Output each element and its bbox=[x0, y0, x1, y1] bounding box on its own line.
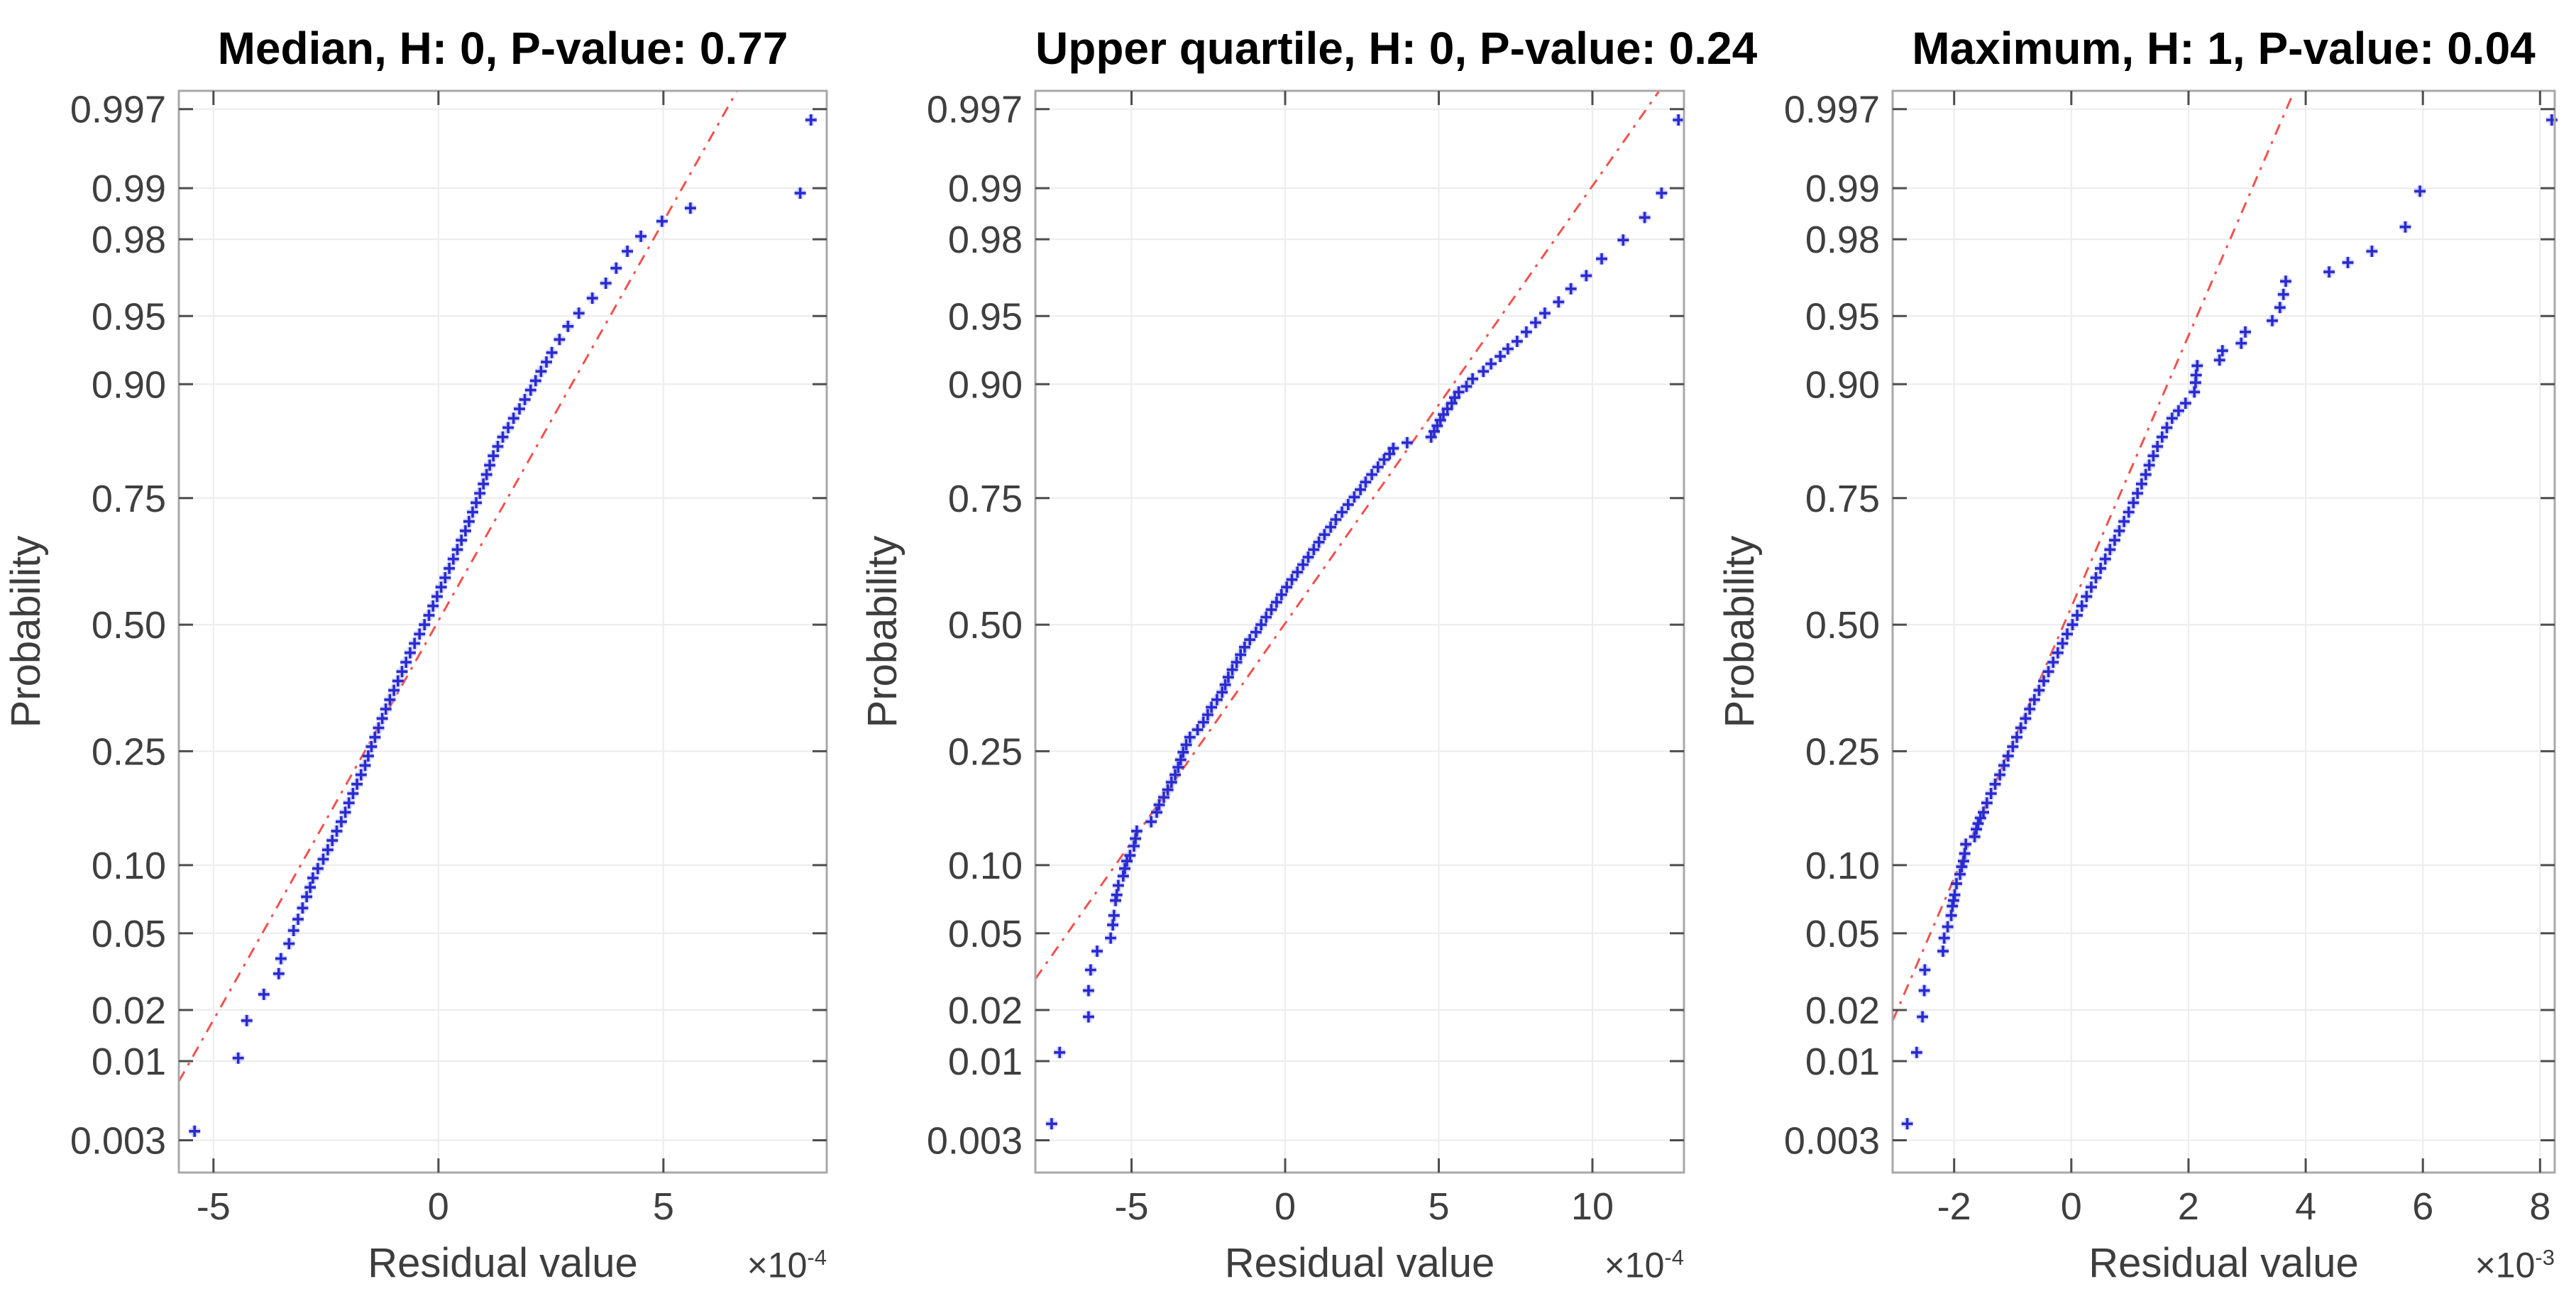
y-tick-label: 0.90 bbox=[1805, 363, 1880, 406]
subplot3: 0.003 0.01 0.02 0.05 0.10 0.25 0.50 0.75 0.90 0.9… bbox=[1784, 89, 2558, 1228]
y-tick-label: 0.10 bbox=[92, 845, 166, 887]
axes-box bbox=[177, 89, 828, 1174]
subplot2-x-offset-base: ×10 bbox=[1604, 1245, 1665, 1285]
y-tick-label: 0.95 bbox=[92, 295, 166, 338]
y-tick-label: 0.01 bbox=[1805, 1041, 1880, 1083]
y-tick-label: 0.997 bbox=[1784, 89, 1880, 131]
y-tick-label: 0.98 bbox=[1805, 219, 1880, 261]
x-tick-label: 0 bbox=[1275, 1185, 1296, 1228]
subplot2-ylabel: Probability bbox=[859, 535, 906, 728]
normal-reference-line bbox=[1891, 90, 2296, 1021]
subplot2-x-offset-exp: -4 bbox=[1664, 1245, 1684, 1270]
subplot2: 0.003 0.01 0.02 0.05 0.10 0.25 0.50 0.75 0.90 0.9… bbox=[927, 89, 1685, 1228]
axes-box bbox=[1891, 89, 2556, 1174]
subplot1-x-offset-exp: -4 bbox=[807, 1245, 827, 1270]
y-tick-label: 0.05 bbox=[1805, 913, 1880, 955]
y-tick-label: 0.003 bbox=[70, 1119, 166, 1162]
y-tick-label: 0.10 bbox=[1805, 845, 1880, 887]
subplot1: 0.003 0.01 0.02 0.05 0.10 0.25 0.50 0.75 0.90 0.9… bbox=[70, 89, 828, 1228]
y-tick-label: 0.10 bbox=[948, 845, 1023, 887]
x-tick-label: 2 bbox=[2178, 1185, 2199, 1228]
y-tick-label: 0.01 bbox=[92, 1041, 166, 1083]
data-point-markers bbox=[1901, 114, 2558, 1130]
y-tick-label: 0.50 bbox=[92, 604, 166, 647]
tick-labels: 0.003 0.01 0.02 0.05 0.10 0.25 0.50 0.75 0.90 0.9… bbox=[1784, 89, 2551, 1228]
y-tick-label: 0.02 bbox=[92, 989, 166, 1032]
y-tick-label: 0.003 bbox=[1784, 1119, 1880, 1162]
y-tick-label: 0.98 bbox=[948, 219, 1023, 261]
data-point-markers-halo bbox=[1901, 114, 2558, 1130]
subplot1-title: Median, H: 0, P-value: 0.77 bbox=[217, 23, 788, 74]
y-tick-label: 0.75 bbox=[92, 478, 166, 520]
normal-reference-line bbox=[177, 90, 738, 1082]
axes-box bbox=[1034, 89, 1685, 1174]
y-tick-label: 0.90 bbox=[92, 363, 166, 406]
y-tick-label: 0.997 bbox=[70, 89, 166, 131]
data-point-markers-halo bbox=[189, 114, 817, 1137]
y-tick-label: 0.99 bbox=[92, 168, 166, 210]
tick-labels: 0.003 0.01 0.02 0.05 0.10 0.25 0.50 0.75 0.90 0.9… bbox=[927, 89, 1614, 1228]
grid-lines bbox=[179, 91, 827, 1173]
x-tick-label: -5 bbox=[197, 1185, 231, 1228]
subplot3-xlabel: Residual value bbox=[2088, 1240, 2359, 1286]
y-tick-label: 0.25 bbox=[92, 730, 166, 773]
y-tick-label: 0.75 bbox=[1805, 478, 1880, 520]
subplot3-ylabel: Probability bbox=[1717, 535, 1763, 728]
y-tick-label: 0.95 bbox=[948, 295, 1023, 338]
subplot1-ylabel: Probability bbox=[3, 535, 49, 728]
y-tick-label: 0.997 bbox=[927, 89, 1023, 131]
tick-labels: 0.003 0.01 0.02 0.05 0.10 0.25 0.50 0.75 0.90 0.9… bbox=[70, 89, 674, 1228]
y-tick-label: 0.01 bbox=[948, 1041, 1023, 1083]
y-tick-label: 0.02 bbox=[948, 989, 1023, 1032]
subplot3-x-offset-exp: -3 bbox=[2535, 1245, 2555, 1270]
grid-lines bbox=[1893, 91, 2555, 1173]
x-tick-label: -2 bbox=[1937, 1185, 1971, 1228]
subplot2-x-exponent-label: ×10-4 bbox=[1400, 1236, 1684, 1285]
subplot1-x-exponent-label: ×10-4 bbox=[543, 1236, 827, 1285]
y-tick-label: 0.98 bbox=[92, 219, 166, 261]
x-tick-label: 6 bbox=[2412, 1185, 2433, 1228]
data-point-markers bbox=[189, 114, 817, 1137]
tick-marks bbox=[1035, 91, 1684, 1173]
y-tick-label: 0.05 bbox=[948, 913, 1023, 955]
data-point-markers-halo bbox=[1045, 114, 1685, 1130]
data-point-markers bbox=[1045, 114, 1685, 1130]
x-tick-label: 0 bbox=[428, 1185, 449, 1228]
subplot2-xlabel: Residual value bbox=[1224, 1240, 1495, 1286]
y-tick-label: 0.25 bbox=[948, 730, 1023, 773]
y-tick-label: 0.02 bbox=[1805, 989, 1880, 1032]
y-tick-label: 0.99 bbox=[1805, 168, 1880, 210]
x-tick-label: 0 bbox=[2061, 1185, 2082, 1228]
y-tick-label: 0.90 bbox=[948, 363, 1023, 406]
tick-marks bbox=[1893, 91, 2555, 1173]
subplot3-title: Maximum, H: 1, P-value: 0.04 bbox=[1912, 23, 2536, 74]
subplot3-x-offset-base: ×10 bbox=[2475, 1245, 2536, 1285]
y-tick-label: 0.25 bbox=[1805, 730, 1880, 773]
y-tick-label: 0.50 bbox=[948, 604, 1023, 647]
y-tick-label: 0.05 bbox=[92, 913, 166, 955]
x-tick-label: -5 bbox=[1115, 1185, 1149, 1228]
y-tick-label: 0.50 bbox=[1805, 604, 1880, 647]
subplot1-x-offset-base: ×10 bbox=[747, 1245, 808, 1285]
subplot3-x-exponent-label: ×10-3 bbox=[2271, 1236, 2555, 1285]
x-tick-label: 8 bbox=[2529, 1185, 2550, 1228]
x-tick-label: 4 bbox=[2295, 1185, 2316, 1228]
y-tick-label: 0.95 bbox=[1805, 295, 1880, 338]
subplot1-xlabel: Residual value bbox=[368, 1240, 638, 1286]
y-tick-label: 0.99 bbox=[948, 168, 1023, 210]
y-tick-label: 0.003 bbox=[927, 1119, 1023, 1162]
x-tick-label: 5 bbox=[653, 1185, 674, 1228]
x-tick-label: 5 bbox=[1428, 1185, 1449, 1228]
subplot2-title: Upper quartile, H: 0, P-value: 0.24 bbox=[1035, 23, 1758, 74]
grid-lines bbox=[1035, 91, 1684, 1173]
y-tick-label: 0.75 bbox=[948, 478, 1023, 520]
tick-marks bbox=[179, 91, 827, 1173]
x-tick-label: 10 bbox=[1571, 1185, 1614, 1228]
